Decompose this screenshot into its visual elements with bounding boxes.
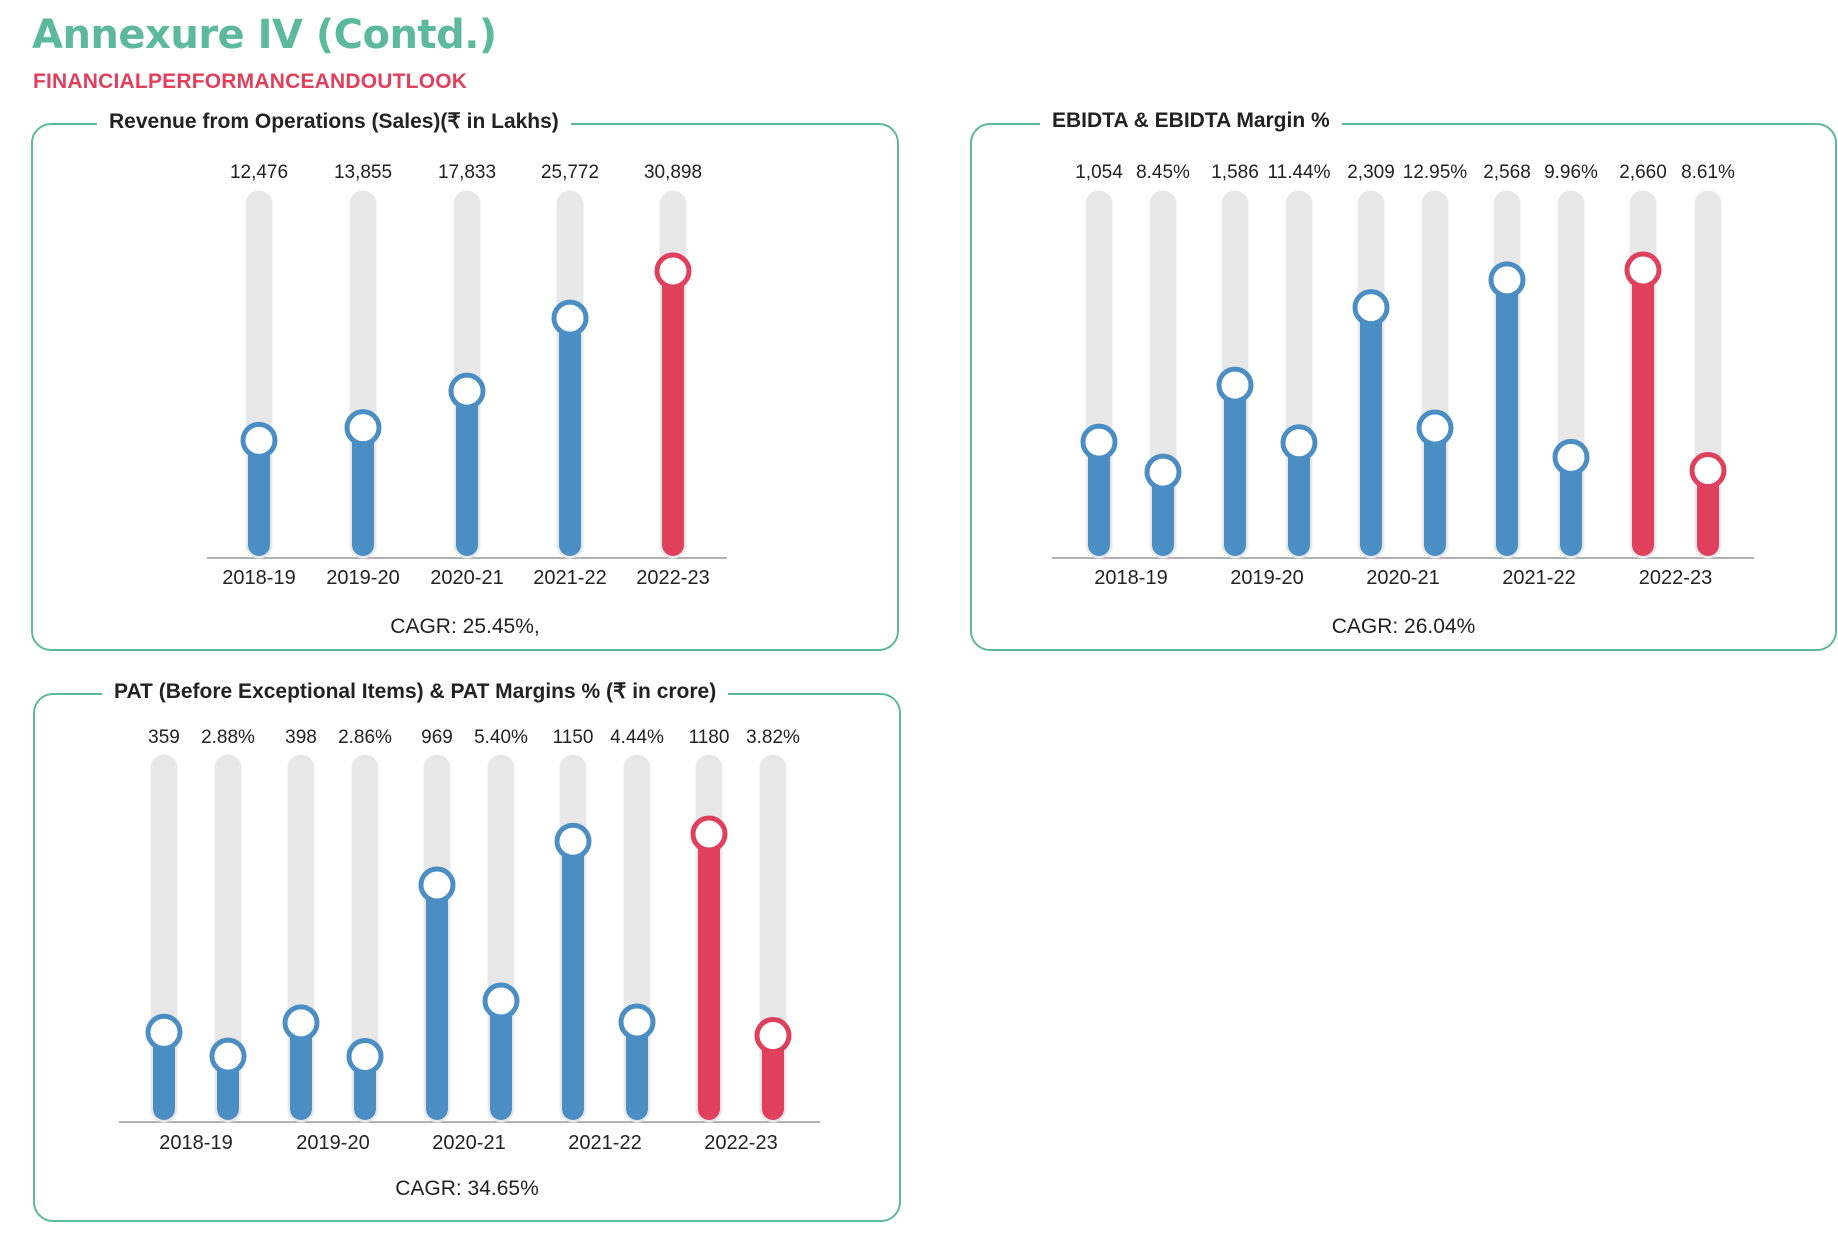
bar-marker [1080,423,1118,461]
category-label: 2018-19 [222,567,295,589]
bar-marker [1488,261,1526,299]
bar-marker [448,372,486,410]
bar-marker [1144,453,1182,491]
bar-marker [618,1003,656,1041]
data-label: 398 [285,727,317,748]
data-label: 1180 [689,727,730,748]
bar-marker [690,815,728,853]
revenue-chart: 12,476 13,855 17,833 25,772 30,898 2018-19 201… [207,162,727,589]
data-label: 2.86% [338,727,392,748]
category-label: 2022-23 [704,1132,777,1154]
bar-marker [1552,438,1590,476]
data-label: 25,772 [541,162,599,183]
data-label: 2,660 [1619,162,1667,183]
page-subtitle: FINANCIALPERFORMANCEANDOUTLOOK [33,70,468,93]
data-label: 12,476 [230,162,288,183]
data-label: 12.95% [1403,162,1468,183]
bar-marker [418,866,456,904]
category-label: 2021-22 [533,567,606,589]
data-label: 2,568 [1483,162,1531,183]
category-label: 2022-23 [1639,567,1712,589]
category-label: 2021-22 [568,1132,641,1154]
bar-marker [282,1004,320,1042]
data-label: 13,855 [334,162,392,183]
data-label: 8.45% [1136,162,1190,183]
ebidta-chart: 1,054 1,586 2,309 2,568 2,660 8.45% 11.44% 12.9… [1052,162,1754,589]
data-label: 359 [148,727,180,748]
bar-marker [1216,366,1254,404]
data-label: 2,309 [1347,162,1395,183]
cagr-label: CAGR: 25.45%, [390,615,540,638]
category-label: 2021-22 [1502,567,1575,589]
data-label: 5.40% [474,727,528,748]
bar-marker [554,822,592,860]
data-label: 969 [421,727,453,748]
chart-title: Revenue from Operations (Sales)(₹ in Lak… [97,109,571,134]
data-label: 11.44% [1267,162,1330,183]
category-label: 2022-23 [636,567,709,589]
data-label: 1,586 [1211,162,1259,183]
data-label: 1,054 [1075,162,1123,183]
pat-chart-panel: PAT (Before Exceptional Items) & PAT Mar… [33,679,901,1222]
bar-marker [240,421,278,459]
bar-marker [1280,424,1318,462]
bar-marker [1416,409,1454,447]
data-label: 4.44% [610,727,664,748]
category-label: 2020-21 [430,567,503,589]
cagr-label: CAGR: 26.04% [1331,615,1476,638]
pat-chart: 359 398 969 1150 1180 2.88% 2.86% 5.40% 4.44% 3.8… [119,727,820,1154]
data-label: 3.82% [746,727,800,748]
data-label: 2.88% [201,727,255,748]
category-label: 2019-20 [326,567,399,589]
data-label: 9.96% [1544,162,1598,183]
data-label: 30,898 [644,162,702,183]
category-label: 2019-20 [296,1132,369,1154]
bar-marker [145,1013,183,1051]
bar-marker [344,409,382,447]
bar-marker [1352,289,1390,327]
bar-marker [346,1038,384,1076]
bar-marker [754,1017,792,1055]
data-label: 17,833 [438,162,496,183]
category-label: 2018-19 [159,1132,232,1154]
category-label: 2018-19 [1094,567,1167,589]
bar-marker [654,252,692,290]
category-label: 2019-20 [1230,567,1303,589]
chart-title: EBIDTA & EBIDTA Margin % [1040,109,1342,133]
ebidta-chart-panel: EBIDTA & EBIDTA Margin % 1,054 1,586 2,309… [970,109,1837,651]
bar-marker [1624,251,1662,289]
page-title: Annexure IV (Contd.) [32,12,497,58]
bar-marker [209,1037,247,1075]
data-label: 1150 [553,727,594,748]
cagr-label: CAGR: 34.65% [395,1177,539,1200]
data-label: 8.61% [1681,162,1735,183]
revenue-chart-panel: Revenue from Operations (Sales)(₹ in Lak… [31,109,899,651]
bar-marker [1689,452,1727,490]
category-label: 2020-21 [432,1132,505,1154]
category-label: 2020-21 [1366,567,1439,589]
chart-title: PAT (Before Exceptional Items) & PAT Mar… [102,679,729,704]
bar-marker [482,982,520,1020]
bar-marker [551,299,589,337]
